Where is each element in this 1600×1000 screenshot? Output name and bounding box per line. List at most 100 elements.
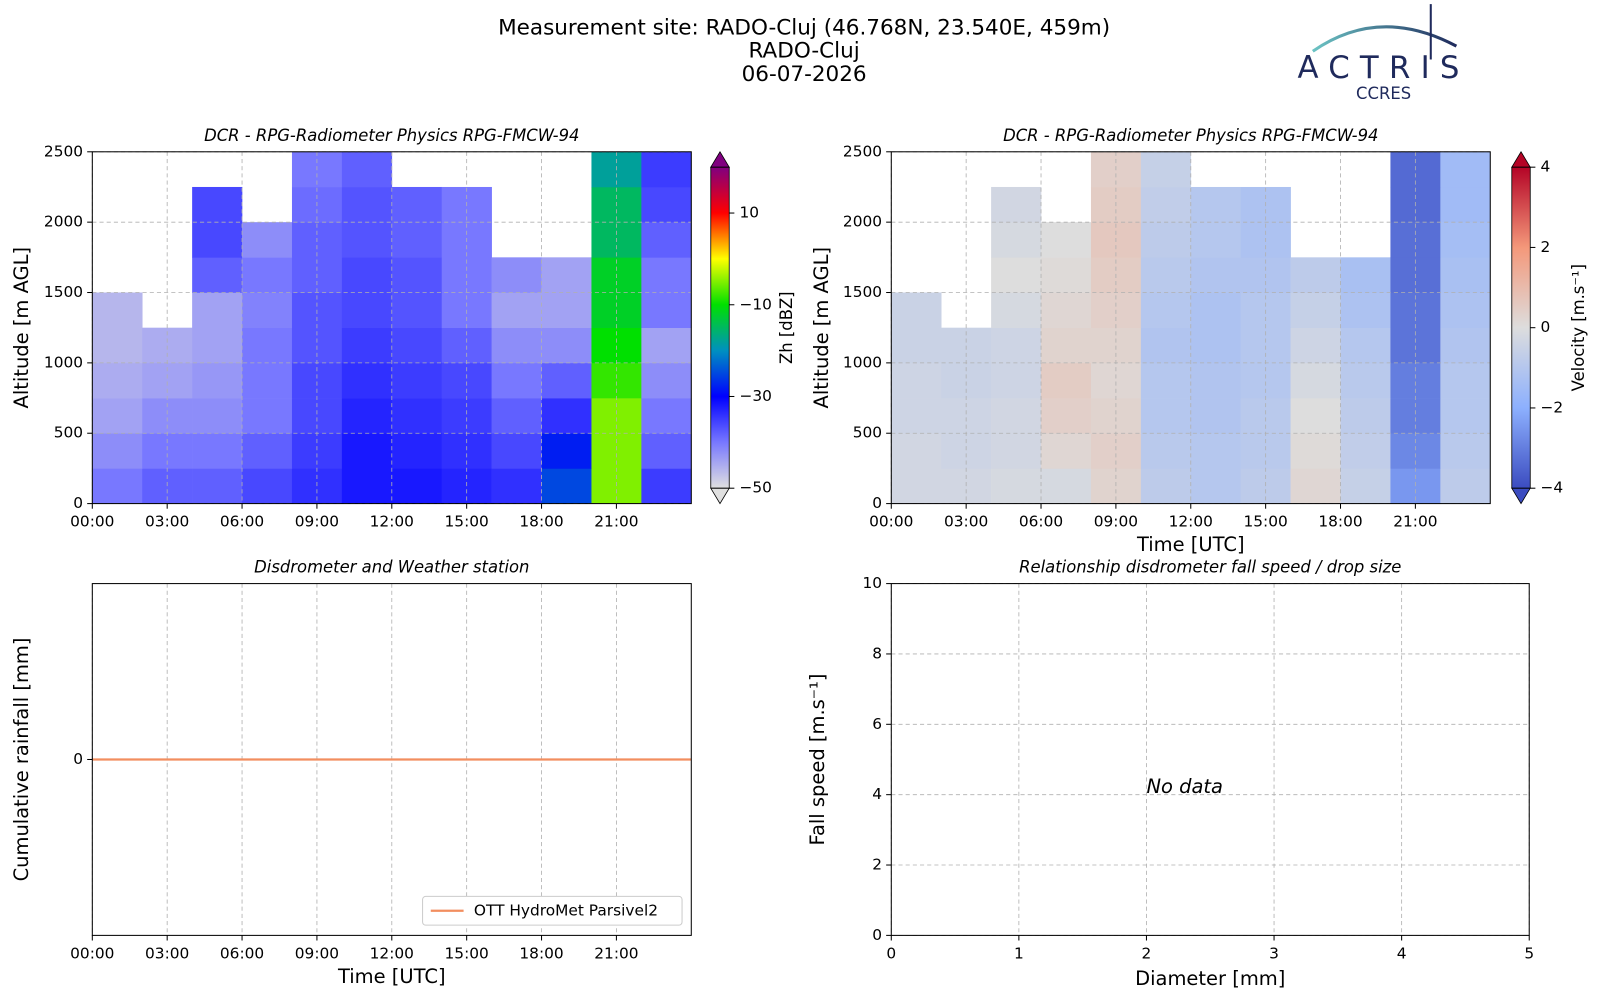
x-tick-label: 5	[1524, 944, 1534, 962]
heat-cell	[641, 327, 692, 364]
x-tick-label: 18:00	[1318, 513, 1362, 531]
heat-cell	[641, 222, 692, 258]
heat-cell	[391, 222, 443, 258]
heat-cell	[242, 468, 293, 504]
heat-cell	[1190, 257, 1241, 293]
heat-cell	[1340, 433, 1391, 469]
x-tick-label: 18:00	[519, 513, 563, 531]
heat-cell	[1140, 398, 1192, 434]
colorbar-tick-label: −2	[1541, 398, 1564, 416]
heat-cell	[341, 186, 393, 223]
heat-cell	[641, 292, 692, 328]
heat-cell	[92, 292, 143, 328]
heat-cell	[1140, 222, 1192, 258]
suptitle: 06-07-2026	[742, 62, 867, 87]
x-tick-label: 09:00	[1094, 513, 1138, 531]
heat-cell	[341, 327, 393, 364]
heat-cell	[891, 292, 942, 328]
heat-cell	[341, 292, 393, 328]
heat-cell	[1140, 151, 1192, 188]
logo-subtitle: CCRES	[1356, 84, 1411, 103]
y-tick-label: 2	[872, 856, 882, 874]
x-axis-label: Time [UTC]	[1136, 533, 1245, 556]
x-tick-label: 1	[1014, 944, 1024, 962]
colorbar-extend	[1511, 150, 1531, 168]
heat-cell	[1290, 327, 1341, 364]
heat-cell	[341, 433, 393, 469]
heat-cell	[1041, 327, 1092, 364]
heat-cell	[391, 292, 443, 328]
suptitle: RADO-Cluj	[748, 38, 859, 63]
heat-cell	[391, 257, 443, 293]
heat-cell	[1190, 327, 1241, 364]
y-tick-label: 0	[73, 494, 83, 512]
heat-cell	[1290, 468, 1341, 504]
x-tick-label: 21:00	[594, 944, 638, 962]
plot-area	[891, 583, 1530, 936]
heat-cell	[1340, 362, 1391, 399]
heat-cell	[1290, 292, 1341, 328]
heat-cell	[541, 398, 592, 434]
heat-cell	[491, 327, 542, 364]
y-tick-label: 0	[73, 750, 83, 768]
logo-arc	[1311, 25, 1458, 53]
heat-cell	[242, 222, 293, 258]
heat-cell	[1041, 468, 1092, 504]
x-tick-label: 21:00	[1393, 513, 1437, 531]
heat-cell	[1140, 257, 1192, 293]
y-tick-label: 2000	[44, 213, 83, 231]
heat-cell	[491, 468, 542, 504]
colorbar-tick-label: −50	[739, 479, 771, 497]
heat-cell	[192, 222, 243, 258]
colorbar-tick-label: −30	[739, 387, 771, 405]
heat-cell	[1190, 433, 1241, 469]
heat-cell	[641, 186, 692, 223]
heat-cell	[391, 433, 443, 469]
x-tick-label: 15:00	[445, 944, 489, 962]
heat-cell	[1041, 362, 1092, 399]
heat-cell	[92, 433, 143, 469]
heat-cell	[1340, 257, 1391, 293]
y-axis-label: Fall speed [m.s⁻¹]	[806, 674, 829, 846]
heat-cell	[1290, 398, 1341, 434]
heat-cell	[1190, 222, 1241, 258]
colorbar-label: Zh [dBZ]	[777, 291, 796, 364]
heat-cell	[92, 398, 143, 434]
x-tick-label: 15:00	[1243, 513, 1287, 531]
y-tick-label: 1500	[843, 283, 882, 301]
heat-cell	[1340, 398, 1391, 434]
heat-cell	[192, 292, 243, 328]
logo-name: ACTRIS	[1297, 50, 1469, 86]
heat-cell	[541, 327, 592, 364]
colorbar-tick-label: −10	[739, 295, 771, 313]
suptitle: Measurement site: RADO-Cluj (46.768N, 23…	[498, 16, 1110, 41]
y-tick-label: 500	[853, 424, 882, 442]
heat-cell	[641, 398, 692, 434]
y-tick-label: 2000	[843, 213, 882, 231]
heat-cell	[1440, 186, 1491, 223]
heat-cell	[341, 222, 393, 258]
heat-cell	[391, 186, 443, 223]
heat-cell	[1440, 257, 1491, 293]
heat-cell	[1140, 186, 1192, 223]
y-tick-label: 500	[54, 424, 83, 442]
y-tick-label: 6	[872, 715, 882, 733]
heat-cell	[1140, 292, 1192, 328]
heat-cell	[1440, 222, 1491, 258]
y-axis-label: Altitude [m AGL]	[810, 247, 833, 409]
heat-cell	[192, 257, 243, 293]
x-tick-label: 06:00	[220, 513, 264, 531]
heat-cell	[1440, 398, 1491, 434]
heat-cell	[242, 362, 293, 399]
heat-cell	[541, 362, 592, 399]
colorbar-tick-label: 4	[1541, 158, 1551, 176]
heat-cell	[991, 186, 1042, 223]
heat-cell	[1440, 292, 1491, 328]
axes-title: DCR - RPG-Radiometer Physics RPG-FMCW-94	[204, 126, 579, 145]
x-tick-label: 12:00	[1169, 513, 1213, 531]
heat-cell	[541, 292, 592, 328]
x-tick-label: 18:00	[519, 944, 563, 962]
heat-cell	[491, 257, 542, 293]
heat-cell	[391, 362, 443, 399]
